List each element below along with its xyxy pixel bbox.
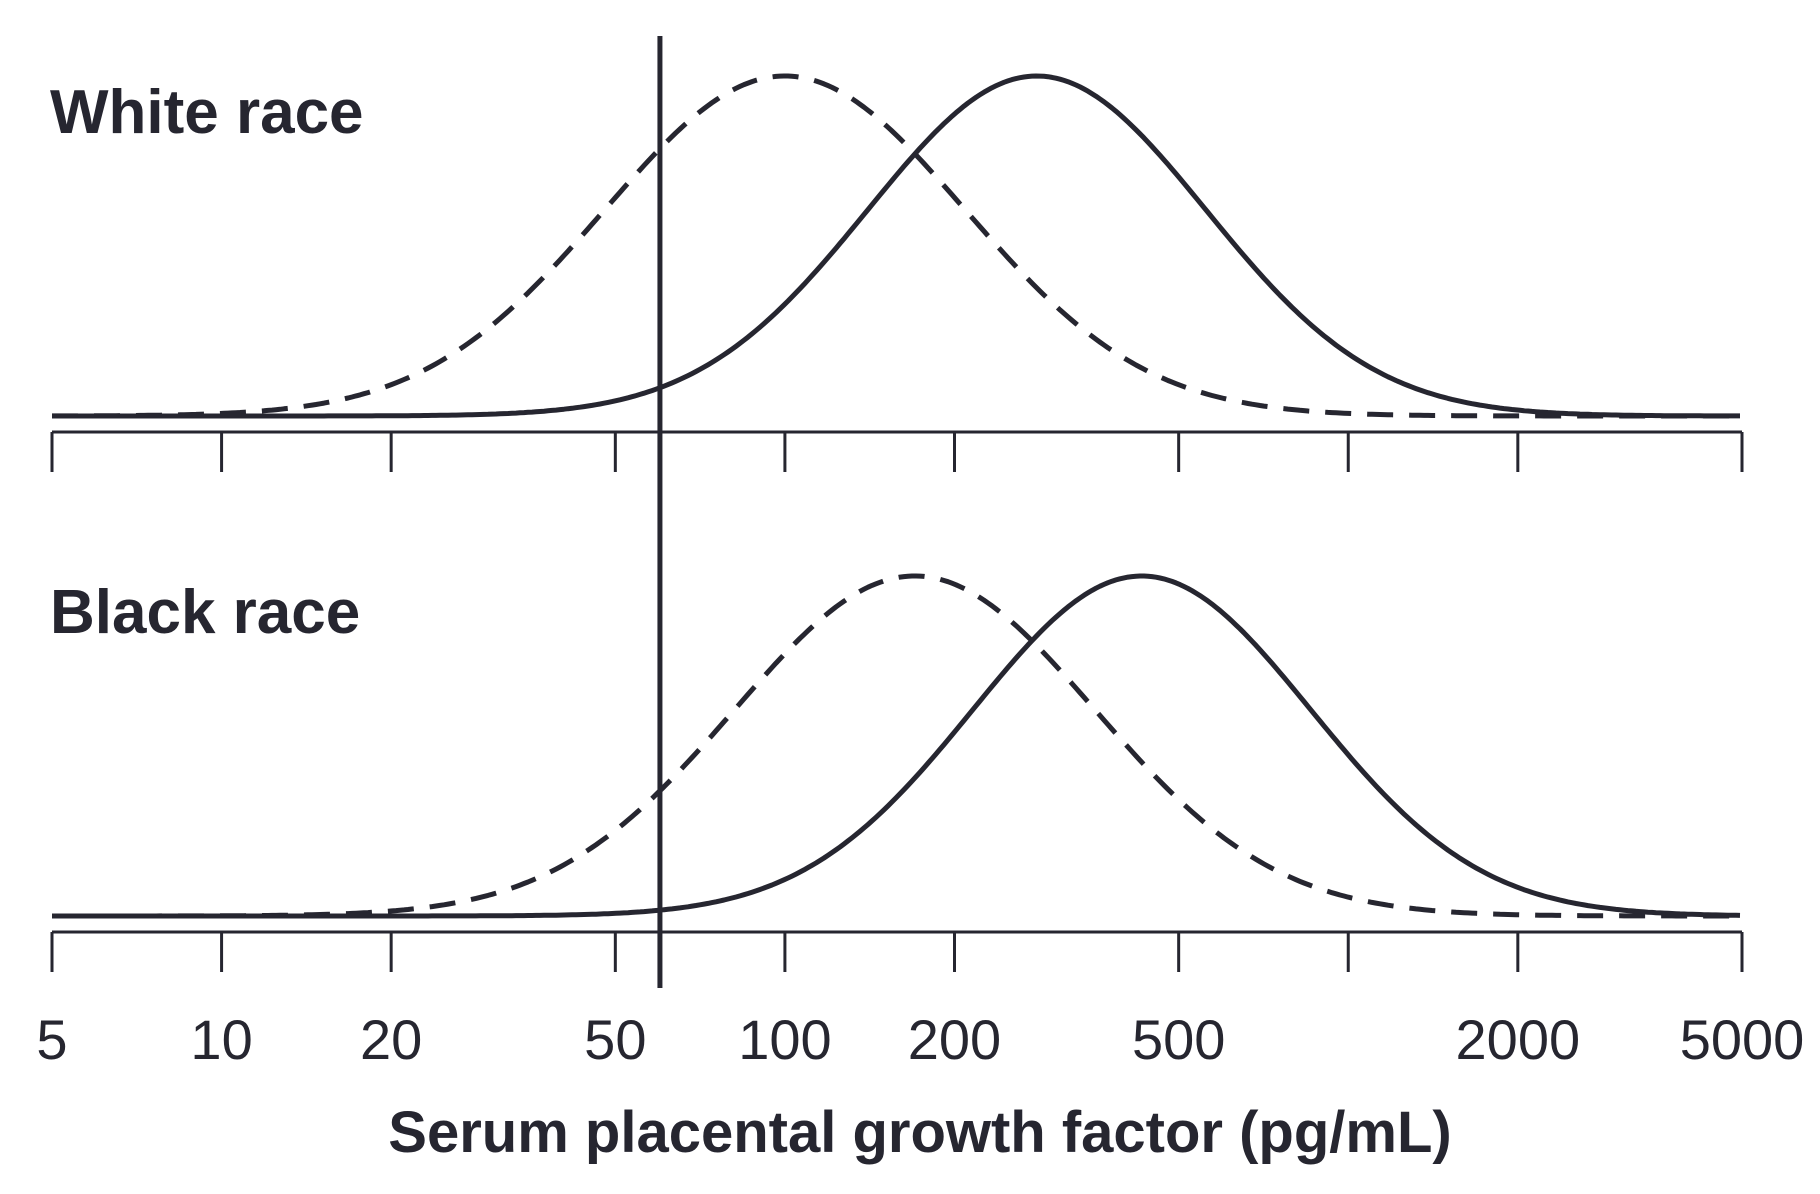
x-tick-label: 5 bbox=[36, 1008, 67, 1071]
x-tick-label: 100 bbox=[738, 1008, 831, 1071]
panel-black-race: Black race bbox=[50, 573, 1744, 972]
x-tick-labels: 5 10 20 50 100 200 500 2000 5000 bbox=[36, 1008, 1804, 1071]
x-tick-label: 20 bbox=[360, 1008, 422, 1071]
panel-label-black-race: Black race bbox=[50, 578, 360, 647]
x-tick-label: 200 bbox=[908, 1008, 1001, 1071]
x-tick-label: 50 bbox=[584, 1008, 646, 1071]
x-axis-title: Serum placental growth factor (pg/mL) bbox=[388, 1100, 1451, 1165]
curve-dashed bbox=[52, 573, 1740, 919]
x-tick-label: 2000 bbox=[1456, 1008, 1581, 1071]
curve-solid bbox=[52, 573, 1741, 919]
curve-dashed bbox=[52, 73, 1740, 419]
curve-solid bbox=[52, 73, 1740, 419]
x-tick-label: 5000 bbox=[1680, 1008, 1805, 1071]
panel-white-race: White race bbox=[50, 73, 1744, 472]
x-tick-label: 500 bbox=[1132, 1008, 1225, 1071]
panel-label-white-race: White race bbox=[50, 78, 364, 147]
x-tick-label: 10 bbox=[190, 1008, 252, 1071]
